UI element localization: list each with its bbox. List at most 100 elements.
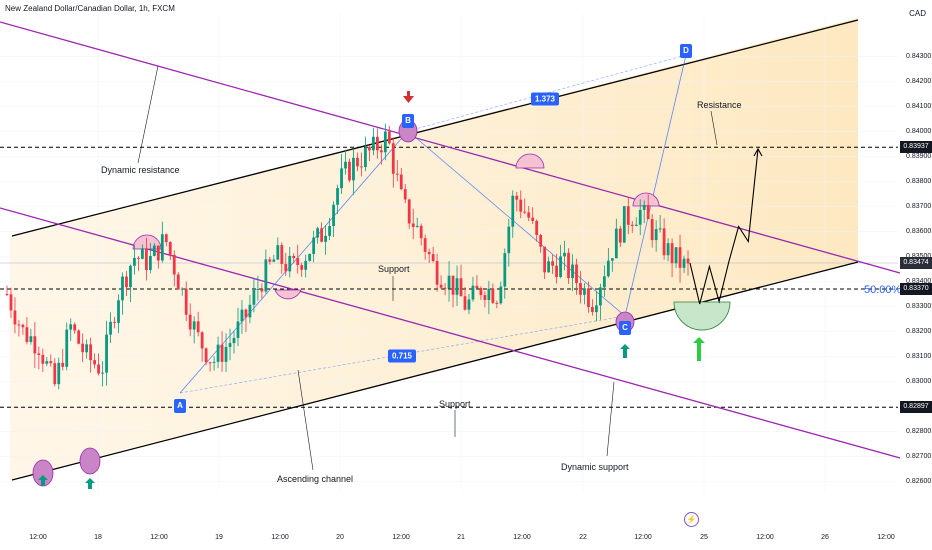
candle-body	[511, 195, 515, 227]
candle-body	[666, 243, 670, 256]
candle-body	[240, 309, 244, 322]
price-tick-label: 0.84100	[906, 102, 932, 110]
label-dynamic-support: Dynamic support	[561, 462, 629, 472]
candle-body	[431, 254, 435, 262]
candle-body	[618, 228, 622, 243]
candle-body	[475, 285, 479, 289]
candle-body	[292, 255, 296, 259]
price-tick-label: 0.83300	[906, 302, 932, 310]
candle-body	[101, 372, 104, 374]
candle-body	[53, 363, 57, 385]
time-tick-label: 12:00	[271, 534, 289, 541]
candle-body	[176, 274, 180, 290]
touch-arc	[274, 289, 302, 300]
annotation-pointers	[137, 65, 718, 471]
candle-body	[109, 321, 112, 335]
time-tick-label: 19	[215, 534, 223, 541]
candle-body	[583, 288, 586, 295]
price-tick-label: 0.82800	[906, 427, 932, 435]
candle-body	[77, 330, 81, 344]
label-dynamic-resistance: Dynamic resistance	[101, 165, 180, 175]
candle-body	[567, 252, 570, 279]
candle-body	[455, 278, 459, 295]
price-badge: 0.83474	[900, 257, 932, 269]
channel-lower-line	[11, 261, 859, 481]
candle-body	[539, 234, 543, 247]
candle-body	[443, 287, 447, 289]
candlesticks	[5, 123, 690, 390]
candle-body	[650, 219, 654, 241]
lightning-icon[interactable]: ⚡	[684, 512, 699, 527]
candle-body	[519, 199, 523, 212]
candle-body	[200, 332, 204, 349]
time-tick-label: 12:00	[877, 534, 895, 541]
candle-body	[447, 275, 451, 289]
candle-body	[164, 234, 168, 243]
touch-circle	[79, 447, 101, 475]
candle-body	[61, 362, 65, 367]
candle-body	[598, 287, 602, 306]
time-tick-label: 12:00	[513, 534, 531, 541]
candle-body	[156, 245, 160, 261]
candle-body	[360, 166, 363, 168]
candle-body	[25, 327, 29, 343]
price-tick-label: 0.83000	[906, 377, 932, 385]
channel-upper-line	[11, 19, 859, 237]
candle-body	[387, 131, 391, 144]
candle-body	[280, 245, 284, 264]
candle-body	[642, 204, 646, 210]
price-tick-label: 0.83700	[906, 202, 932, 210]
candle-body	[220, 344, 224, 362]
candle-body	[515, 195, 519, 200]
candle-body	[395, 173, 399, 175]
projection-arrowhead	[753, 147, 763, 157]
candle-body	[224, 346, 228, 362]
arrow-up-icon	[620, 344, 630, 358]
candle-body	[344, 161, 347, 169]
touch-arc	[632, 192, 660, 207]
candle-body	[463, 296, 467, 310]
candle-body	[13, 310, 17, 325]
candle-body	[606, 260, 610, 277]
candle-body	[682, 258, 686, 268]
dynamic-resistance-line	[0, 21, 901, 274]
candle-body	[503, 253, 507, 287]
candle-body	[204, 348, 208, 363]
candle-body	[17, 324, 21, 326]
pattern-point-b: B	[402, 114, 414, 128]
candle-body	[244, 309, 248, 318]
ratio-bd: 1.373	[530, 92, 560, 106]
candle-body	[336, 188, 339, 205]
candle-body	[356, 157, 359, 167]
candle-body	[483, 295, 487, 301]
candle-body	[248, 304, 252, 318]
candle-body	[172, 254, 176, 275]
price-tick-label: 0.84000	[906, 127, 932, 135]
time-tick-label: 12:00	[29, 534, 47, 541]
candle-body	[33, 336, 37, 354]
candle-body	[614, 228, 618, 259]
candle-body	[57, 362, 61, 385]
currency-label: CAD	[909, 9, 926, 18]
candle-body	[391, 143, 395, 174]
candle-body	[439, 284, 443, 288]
chart-title: New Zealand Dollar/Canadian Dollar, 1h, …	[5, 4, 175, 13]
candle-body	[276, 245, 280, 260]
candle-body	[141, 248, 144, 259]
fib-50-label: 50.00%	[864, 284, 902, 296]
time-tick-label: 25	[700, 534, 708, 541]
candle-body	[626, 206, 630, 225]
time-tick-label: 26	[821, 534, 829, 541]
candle-body	[168, 242, 172, 255]
time-tick-label: 12:00	[756, 534, 774, 541]
candle-body	[630, 224, 634, 226]
candle-body	[264, 259, 268, 292]
candle-body	[622, 206, 626, 243]
price-badge: 0.82897	[900, 401, 932, 414]
price-tick-label: 0.83200	[906, 327, 932, 335]
candle-body	[208, 362, 212, 364]
candle-body	[491, 288, 495, 303]
label-support: Support	[378, 264, 410, 274]
projection-path	[689, 147, 763, 305]
